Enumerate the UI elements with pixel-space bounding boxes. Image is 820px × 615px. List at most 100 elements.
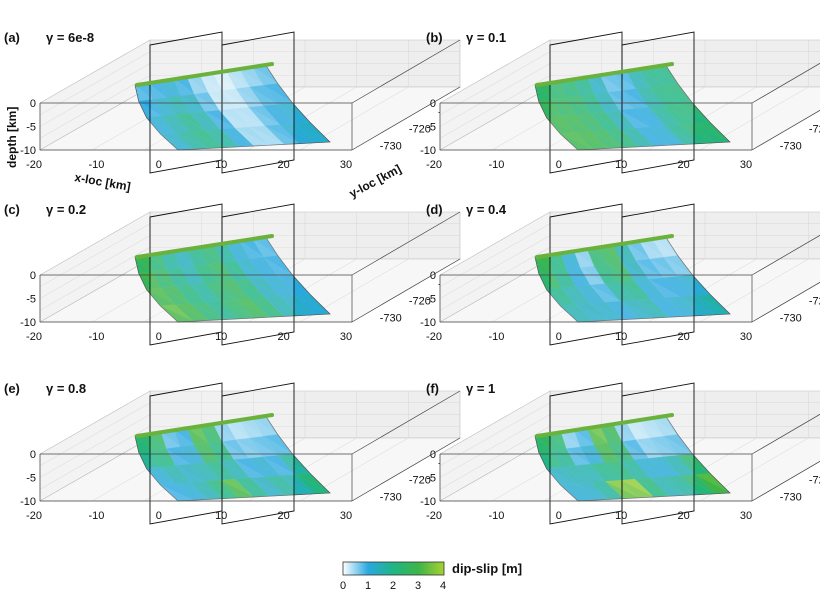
x-tick-label: -10 bbox=[88, 331, 104, 343]
grid-line bbox=[39, 63, 151, 127]
box-edge bbox=[351, 86, 461, 151]
section-plane-2 bbox=[221, 203, 295, 346]
section-plane-1 bbox=[149, 31, 223, 174]
grid-line bbox=[39, 75, 151, 139]
z-tick-label: 0 bbox=[430, 98, 436, 110]
panel-title: γ = 1 bbox=[466, 381, 495, 396]
y-tick-label: -730 bbox=[780, 491, 802, 503]
y-axis-label: y-loc [km] bbox=[347, 162, 404, 201]
grid-line bbox=[439, 51, 551, 115]
x-tick-label: 30 bbox=[340, 510, 352, 522]
section-plane-1 bbox=[149, 382, 223, 525]
x-tick-label: 20 bbox=[677, 510, 689, 522]
x-tick-label: 0 bbox=[556, 331, 562, 343]
x-tick-label: 30 bbox=[340, 159, 352, 171]
x-tick-label: 10 bbox=[615, 331, 627, 343]
x-tick-label: 20 bbox=[277, 159, 289, 171]
colorbar-tick-2: 2 bbox=[390, 580, 396, 592]
x-tick-label: -20 bbox=[426, 510, 442, 522]
x-tick-label: 0 bbox=[556, 510, 562, 522]
box-edge bbox=[351, 258, 461, 323]
grid-line bbox=[39, 235, 151, 299]
z-tick-label: -10 bbox=[20, 496, 36, 508]
panel-e: 0-5-10-20-100102030-700-710-720-730(e)γ … bbox=[4, 381, 489, 525]
z-tick-label: 0 bbox=[30, 449, 36, 461]
section-plane-1 bbox=[549, 382, 623, 525]
section-plane-2 bbox=[621, 382, 695, 525]
section-plane-2 bbox=[221, 31, 295, 174]
y-tick-label: -720 bbox=[409, 123, 431, 135]
panels: 0-5-10-20-100102030-700-710-720-730depth… bbox=[4, 30, 820, 525]
grid-line bbox=[39, 51, 151, 115]
z-tick-label: -10 bbox=[420, 145, 436, 157]
x-tick-label: 0 bbox=[156, 331, 162, 343]
x-tick-label: -20 bbox=[26, 331, 42, 343]
x-tick-label: 10 bbox=[615, 159, 627, 171]
section-plane-2 bbox=[621, 203, 695, 346]
grid-line bbox=[439, 235, 551, 299]
grid-line bbox=[439, 414, 551, 478]
x-tick-label: 10 bbox=[615, 510, 627, 522]
panel-tag: (b) bbox=[426, 30, 443, 45]
fault-trace bbox=[535, 234, 674, 259]
x-tick-label: 30 bbox=[740, 331, 752, 343]
box-edge bbox=[351, 211, 461, 276]
x-tick-label: 20 bbox=[677, 331, 689, 343]
grid-line bbox=[439, 402, 551, 466]
x-tick-label: -20 bbox=[26, 510, 42, 522]
box-edge bbox=[751, 281, 820, 323]
z-axis-label: depth [km] bbox=[5, 107, 19, 168]
colorbar-tick-4: 4 bbox=[440, 580, 446, 592]
y-tick-label: -720 bbox=[809, 474, 820, 486]
panel-c: 0-5-10-20-100102030-700-710-720-730(c)γ … bbox=[4, 202, 489, 346]
box-edge bbox=[351, 39, 461, 104]
x-tick-label: -10 bbox=[488, 159, 504, 171]
section-plane-2 bbox=[621, 31, 695, 174]
colorbar-tick-3: 3 bbox=[415, 580, 421, 592]
panel-d: 0-5-10-20-100102030-700-710-720-730(d)γ … bbox=[420, 202, 820, 346]
z-tick-label: 0 bbox=[430, 449, 436, 461]
box-edge bbox=[351, 390, 461, 455]
panel-tag: (f) bbox=[426, 381, 439, 396]
y-tick-label: -730 bbox=[780, 312, 802, 324]
x-tick-label: -10 bbox=[488, 510, 504, 522]
x-tick-label: -10 bbox=[88, 159, 104, 171]
x-tick-label: -20 bbox=[426, 159, 442, 171]
x-tick-label: 10 bbox=[215, 331, 227, 343]
z-tick-label: 0 bbox=[30, 98, 36, 110]
z-tick-label: -10 bbox=[20, 145, 36, 157]
fault-trace bbox=[135, 234, 274, 259]
section-plane-1 bbox=[549, 203, 623, 346]
z-tick-label: -10 bbox=[420, 317, 436, 329]
panel-b: 0-5-10-20-100102030-700-710-720-730(b)γ … bbox=[420, 30, 820, 174]
panel-title: γ = 6e-8 bbox=[46, 30, 94, 45]
x-tick-label: 30 bbox=[340, 331, 352, 343]
fault-trace bbox=[135, 413, 274, 438]
grid-line bbox=[439, 63, 551, 127]
z-tick-label: -5 bbox=[426, 122, 436, 134]
x-tick-label: 20 bbox=[677, 159, 689, 171]
grid-line bbox=[39, 223, 151, 287]
y-tick-label: -730 bbox=[380, 312, 402, 324]
box-edge bbox=[751, 62, 820, 104]
x-tick-label: -10 bbox=[488, 331, 504, 343]
panel-tag: (c) bbox=[4, 202, 20, 217]
panel-f: 0-5-10-20-100102030-700-710-720-730(f)γ … bbox=[420, 381, 820, 525]
x-tick-label: 20 bbox=[277, 331, 289, 343]
grid-line bbox=[39, 426, 151, 490]
colorbar-tick-0: 0 bbox=[340, 580, 346, 592]
colorbar-tick-1: 1 bbox=[365, 580, 371, 592]
grid-line bbox=[439, 75, 551, 139]
section-plane-2 bbox=[221, 382, 295, 525]
fault-trace bbox=[135, 62, 274, 87]
z-tick-label: -5 bbox=[26, 122, 36, 134]
box-edge bbox=[751, 413, 820, 455]
panel-tag: (a) bbox=[4, 30, 20, 45]
x-axis-label: x-loc [km] bbox=[73, 170, 131, 194]
y-tick-label: -720 bbox=[809, 123, 820, 135]
box-edge bbox=[751, 234, 820, 276]
colorbar-label: dip-slip [m] bbox=[452, 561, 522, 576]
section-plane-1 bbox=[149, 203, 223, 346]
grid-line bbox=[39, 414, 151, 478]
